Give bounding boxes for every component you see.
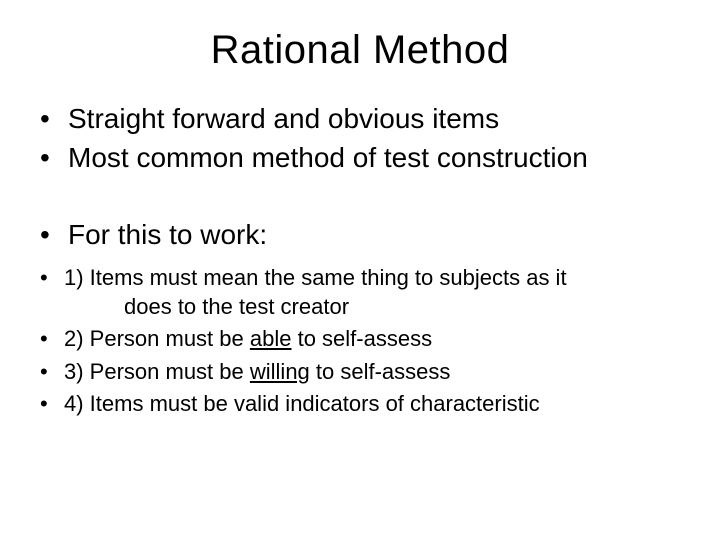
bullet-list-level2: 1) Items must mean the same thing to sub… [40, 264, 690, 419]
sub-bullet-item: 2) Person must be able to self-assess [40, 325, 690, 354]
bullet-item: Most common method of test construction [40, 140, 690, 175]
text: to self-assess [310, 359, 451, 384]
sub-bullet-item: 4) Items must be valid indicators of cha… [40, 390, 690, 419]
underlined-text: willing [250, 359, 310, 384]
text: to self-assess [291, 326, 432, 351]
bullet-list-level1: For this to work: [40, 217, 690, 252]
text: 3) Person must be [64, 359, 250, 384]
bullet-item: For this to work: [40, 217, 690, 252]
slide: Rational Method Straight forward and obv… [0, 0, 720, 540]
sub-bullet-item: 3) Person must be willing to self-assess [40, 358, 690, 387]
spacer [30, 179, 690, 217]
underlined-text: able [250, 326, 292, 351]
text: 1) Items must mean the same thing to sub… [64, 265, 567, 290]
bullet-list-level1: Straight forward and obvious items Most … [40, 101, 690, 175]
bullet-item: Straight forward and obvious items [40, 101, 690, 136]
text: 2) Person must be [64, 326, 250, 351]
text-continuation: does to the test creator [64, 293, 690, 322]
sub-bullet-item: 1) Items must mean the same thing to sub… [40, 264, 690, 321]
slide-title: Rational Method [30, 28, 690, 73]
